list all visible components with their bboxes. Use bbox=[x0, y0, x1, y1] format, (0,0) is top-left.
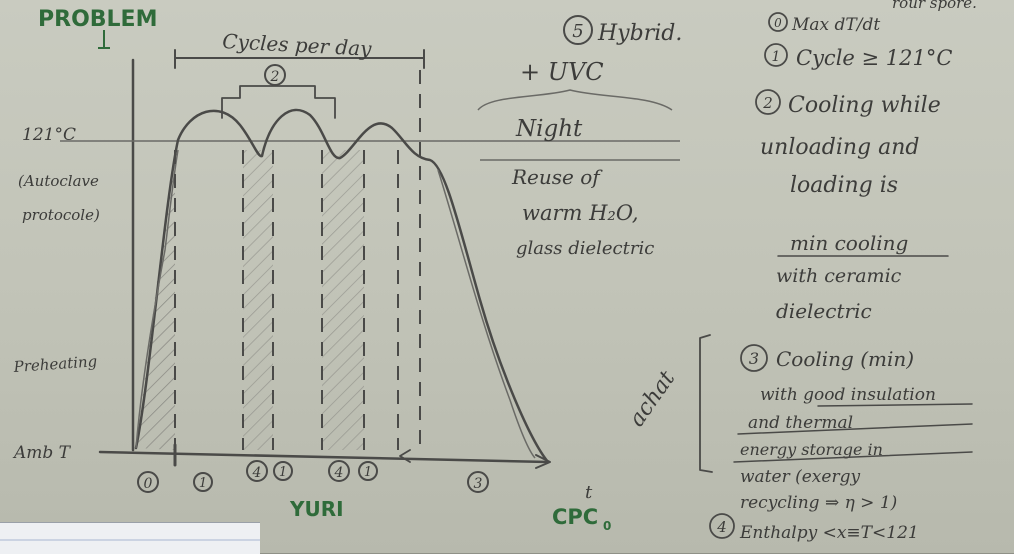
night-brace bbox=[477, 89, 673, 111]
phase-label-1: 1 bbox=[199, 476, 207, 491]
hybrid-label: Hybrid. bbox=[597, 21, 682, 46]
top-fragment: rour spore. bbox=[892, 0, 977, 12]
storage-underline bbox=[733, 451, 973, 463]
note-4-circle bbox=[709, 513, 735, 539]
lined-paper-corner bbox=[0, 522, 260, 554]
night-label: Night bbox=[515, 116, 583, 142]
uvc-label: + UVC bbox=[520, 58, 604, 86]
achat-label: achat bbox=[624, 367, 680, 432]
achat-bracket bbox=[699, 334, 713, 473]
reuse-line1: Reuse of bbox=[511, 165, 603, 189]
phase-label-5: 1 bbox=[364, 465, 372, 480]
reuse-line3: glass dielectric bbox=[516, 238, 654, 259]
phase-circle-6 bbox=[467, 471, 489, 493]
preheating-label: Preheating bbox=[12, 352, 98, 376]
x-axis-arrow bbox=[535, 454, 551, 469]
note-min-cooling: min cooling bbox=[790, 231, 908, 255]
phase-circle-0 bbox=[137, 471, 159, 493]
note-4-num: 4 bbox=[716, 518, 727, 536]
preheating-curve bbox=[135, 149, 179, 449]
autoclave-note-line2: protocole) bbox=[22, 206, 100, 224]
temperature-curve bbox=[134, 108, 550, 464]
note-3-line3: energy storage in bbox=[740, 440, 883, 459]
note-ceramic: with ceramic bbox=[776, 265, 902, 287]
name-cpc-subscript: 0 bbox=[603, 519, 611, 533]
note-2-line1: unloading and bbox=[760, 135, 919, 160]
marker-2-label: 2 bbox=[270, 69, 280, 85]
name-cpc: CPC bbox=[552, 505, 598, 529]
reuse-line2: warm H₂O, bbox=[522, 201, 639, 225]
cooling-hatch-1 bbox=[243, 150, 273, 450]
phase-circle-1 bbox=[193, 472, 213, 492]
phase-label-6: 3 bbox=[474, 476, 483, 492]
return-arrow bbox=[399, 449, 411, 463]
thermal-underline bbox=[737, 423, 973, 435]
x-axis-t-label: t bbox=[585, 482, 593, 503]
phase-circle-5 bbox=[358, 461, 378, 481]
dip-bracket bbox=[221, 85, 336, 119]
note-4-line0: Enthalpy <x≡T<121 bbox=[739, 523, 919, 543]
note-2-num: 2 bbox=[762, 94, 773, 112]
note-3-line1: with good insulation bbox=[760, 385, 936, 405]
note-2-circle bbox=[755, 89, 781, 115]
hybrid-num-circle bbox=[563, 15, 593, 45]
note-3-line0: Cooling (min) bbox=[776, 347, 914, 371]
autoclave-note-line1: (Autoclave bbox=[18, 172, 99, 190]
note-1-circle bbox=[764, 43, 788, 67]
phase-label-0: 0 bbox=[144, 476, 153, 492]
note-0-line0: Max dT/dt bbox=[791, 15, 880, 35]
phase-label-4: 4 bbox=[334, 465, 344, 481]
note-1-line0: Cycle ≥ 121°C bbox=[796, 46, 952, 70]
problem-title: PROBLEM bbox=[38, 7, 157, 32]
phase-circle-3 bbox=[273, 461, 293, 481]
marker-2-circle bbox=[264, 64, 286, 86]
cooling-hatch-2 bbox=[322, 150, 364, 450]
note-0-num: 0 bbox=[774, 16, 782, 30]
note-1-num: 1 bbox=[772, 49, 781, 65]
note-3-circle bbox=[740, 344, 768, 372]
y-121c-label: 121°C bbox=[22, 125, 76, 145]
phase-label-2: 4 bbox=[252, 465, 262, 481]
note-3-line5: recycling ⇒ η > 1) bbox=[740, 493, 897, 513]
note-2-line0: Cooling while bbox=[788, 93, 941, 118]
thin-cooling-line bbox=[437, 169, 536, 459]
hybrid-num: 5 bbox=[572, 21, 583, 42]
name-yuri: YURI bbox=[289, 497, 344, 521]
note-3-line4: water (exergy bbox=[740, 467, 860, 487]
ambient-label: Amb T bbox=[12, 443, 72, 463]
x-axis bbox=[98, 450, 550, 464]
phase-circle-2 bbox=[246, 460, 268, 482]
note-3-num: 3 bbox=[749, 349, 759, 368]
insulation-underline bbox=[817, 403, 973, 407]
note-0-circle bbox=[768, 12, 788, 32]
note-2-line2: loading is bbox=[790, 173, 898, 198]
note-dielectric: dielectric bbox=[776, 299, 872, 323]
note-3-line2: and thermal bbox=[748, 413, 853, 433]
phase-label-3: 1 bbox=[279, 465, 287, 480]
cycles-per-day-label: Cycles per day bbox=[222, 29, 373, 61]
phase-circle-4 bbox=[328, 460, 350, 482]
